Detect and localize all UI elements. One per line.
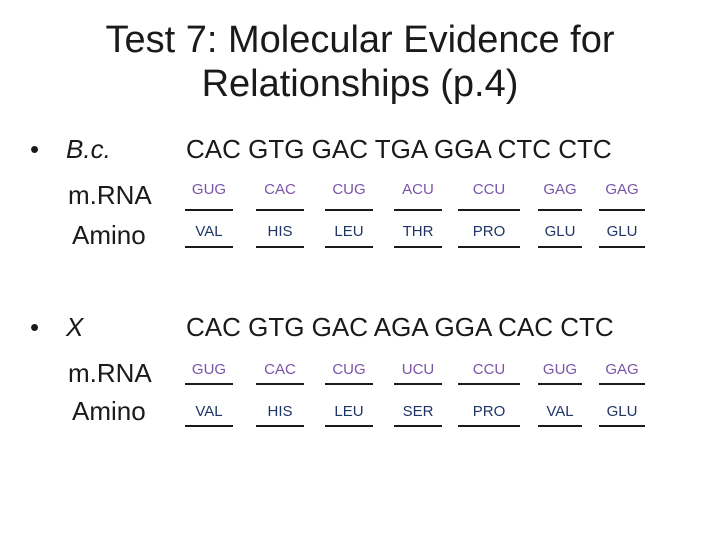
section-1-mrna-codon: GAG (605, 181, 639, 198)
answer-underline (538, 425, 582, 427)
section-1-mrna-codon: CAC (264, 181, 296, 198)
bullet-icon: • (30, 312, 40, 342)
section-2-mrna-codon: GUG (542, 361, 578, 378)
answer-underline (458, 246, 520, 248)
section-2-amino-codon: PRO (472, 403, 506, 420)
answer-underline (538, 383, 582, 385)
section-2-mrna-codon: CCU (472, 361, 506, 378)
section-2-bullet: • X (30, 312, 83, 342)
answer-underline (458, 425, 520, 427)
section-2-amino-codon: SER (402, 403, 434, 420)
answer-underline (325, 425, 373, 427)
answer-underline (599, 209, 645, 211)
section-1-mrna-label: m.RNA (68, 180, 152, 210)
section-1-amino-codon: HIS (267, 223, 293, 240)
section-1-dna-sequence: CAC GTG GAC TGA GGA CTC CTC (186, 134, 612, 164)
section-1-amino-codon: VAL (195, 223, 223, 240)
answer-underline (394, 246, 442, 248)
section-2-mrna-codon: GUG (191, 361, 227, 378)
answer-underline (394, 209, 442, 211)
section-1-amino-codon: PRO (472, 223, 506, 240)
section-2-mrna-label: m.RNA (68, 358, 152, 388)
answer-underline (599, 246, 645, 248)
answer-underline (538, 246, 582, 248)
section-2-amino-codon: VAL (195, 403, 223, 420)
answer-underline (325, 383, 373, 385)
section-1-bullet: • B.c. (30, 134, 111, 164)
section-1-amino-codon: GLU (544, 223, 576, 240)
answer-underline (538, 209, 582, 211)
section-2-mrna-codon: CAC (264, 361, 296, 378)
answer-underline (185, 209, 233, 211)
answer-underline (599, 383, 645, 385)
section-1-mrna-codon: CUG (332, 181, 366, 198)
section-2-amino-label: Amino (72, 396, 146, 426)
section-1-mrna-codon: GAG (543, 181, 577, 198)
section-1-label: B.c. (66, 134, 111, 164)
answer-underline (458, 383, 520, 385)
section-1-mrna-codon: GUG (191, 181, 227, 198)
title-line-2: Relationships (p.4) (201, 63, 519, 105)
section-1-amino-codon: THR (402, 223, 434, 240)
section-2-mrna-codon: GAG (605, 361, 639, 378)
answer-underline (325, 246, 373, 248)
section-2-label: X (66, 312, 84, 342)
section-1-amino-label: Amino (72, 220, 146, 250)
section-2-amino-codon: LEU (334, 403, 364, 420)
section-2-amino-codon: HIS (267, 403, 293, 420)
answer-underline (325, 209, 373, 211)
slide-title: Test 7: Molecular Evidence for Relations… (0, 18, 720, 106)
answer-underline (394, 425, 442, 427)
section-2-mrna-codon: CUG (332, 361, 366, 378)
section-2-amino-codon: VAL (546, 403, 574, 420)
answer-underline (185, 383, 233, 385)
answer-underline (256, 425, 304, 427)
answer-underline (185, 425, 233, 427)
section-1-mrna-codon: ACU (402, 181, 434, 198)
section-2-amino-codon: GLU (606, 403, 638, 420)
answer-underline (256, 383, 304, 385)
answer-underline (599, 425, 645, 427)
answer-underline (256, 246, 304, 248)
section-1-amino-codon: LEU (334, 223, 364, 240)
section-2-dna-sequence: CAC GTG GAC AGA GGA CAC CTC (186, 312, 614, 342)
bullet-icon: • (30, 134, 40, 164)
section-1-mrna-codon: CCU (472, 181, 506, 198)
section-1-amino-codon: GLU (606, 223, 638, 240)
section-2-mrna-codon: UCU (401, 361, 435, 378)
answer-underline (458, 209, 520, 211)
title-line-1: Test 7: Molecular Evidence for (105, 19, 615, 61)
answer-underline (256, 209, 304, 211)
answer-underline (185, 246, 233, 248)
answer-underline (394, 383, 442, 385)
